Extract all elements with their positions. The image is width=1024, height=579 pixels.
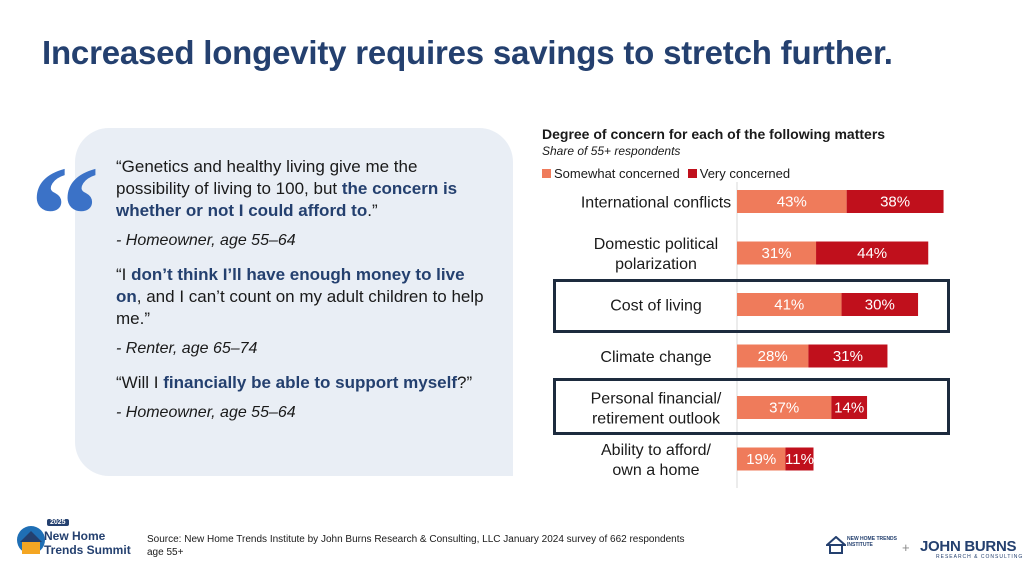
quote-segment: “I xyxy=(116,265,132,284)
house-icon xyxy=(826,536,846,554)
category-label: Ability to afford/ xyxy=(601,442,712,459)
legend-swatch-very xyxy=(687,169,697,178)
bar-segment xyxy=(841,293,919,316)
legend-label-very: Very concerned xyxy=(699,166,791,181)
highlight-box-personal-financial xyxy=(553,378,950,435)
quote-highlight: the concern is whether or not I could af… xyxy=(116,179,458,220)
john-burns-logo: JOHN BURNS xyxy=(920,538,1017,555)
bar-segment xyxy=(737,241,817,265)
quote-segment: “Genetics and healthy living give me the… xyxy=(116,157,418,198)
quote-text: “I don’t think I’ll have enough money to… xyxy=(116,264,491,330)
bar-segment xyxy=(737,447,786,471)
quote-highlight: financially be able to support myself xyxy=(163,373,458,392)
highlight-box-cost-of-living xyxy=(553,279,950,333)
bar-segment xyxy=(846,190,944,213)
source-line-1: Source: New Home Trends Institute by Joh… xyxy=(147,534,685,545)
quote-panel xyxy=(75,128,513,476)
bar-segment xyxy=(737,293,842,316)
quotes-list: “Genetics and healthy living give me the… xyxy=(116,156,491,436)
quotation-mark-icon: “ xyxy=(30,138,100,293)
bar-segment xyxy=(737,190,847,213)
category-label: International conflicts xyxy=(581,195,731,212)
chart-legend: Somewhat concerned Very concerned xyxy=(542,166,790,181)
chart-title: Degree of concern for each of the follow… xyxy=(542,126,886,142)
quote-text: “Genetics and healthy living give me the… xyxy=(116,156,491,222)
bar-segment xyxy=(808,344,888,368)
bar-segment xyxy=(816,241,929,265)
category-label: retirement outlook xyxy=(592,411,721,428)
nht-line-2: INSTITUTE xyxy=(847,542,873,548)
quote-segment: “Will I xyxy=(116,373,164,392)
data-label: 30% xyxy=(865,297,895,314)
data-label: 43% xyxy=(777,194,807,211)
nht-line-1: NEW HOME TRENDS xyxy=(847,536,897,542)
data-label: 19% xyxy=(746,451,776,468)
data-label: 28% xyxy=(758,348,788,365)
data-label: 44% xyxy=(857,245,887,262)
quote-segment: .” xyxy=(367,201,378,220)
bar-segment xyxy=(737,396,832,419)
data-label: 31% xyxy=(833,348,863,365)
data-label: 38% xyxy=(880,194,910,211)
bar-segment xyxy=(831,396,868,419)
john-burns-tagline: RESEARCH & CONSULTING xyxy=(936,554,1024,560)
quote-segment: ?” xyxy=(457,373,473,392)
data-label: 14% xyxy=(834,400,864,417)
chart-subtitle: Share of 55+ respondents xyxy=(542,144,681,158)
legend-item-very: Very concerned xyxy=(687,166,791,181)
bar-segment xyxy=(737,344,809,368)
legend-item-somewhat: Somewhat concerned xyxy=(542,166,680,181)
bar-segment xyxy=(785,447,814,471)
summit-line-1: New Home xyxy=(44,529,106,543)
page-title: Increased longevity requires savings to … xyxy=(42,34,893,71)
summit-name: New Home Trends Summit xyxy=(44,529,131,557)
category-label: Climate change xyxy=(600,349,711,366)
legend-swatch-somewhat xyxy=(542,169,551,178)
summit-line-2: Trends Summit xyxy=(44,543,131,557)
data-label: 37% xyxy=(769,400,799,417)
category-label: Personal financial/ xyxy=(591,391,722,408)
quote-attribution: - Renter, age 65–74 xyxy=(116,340,258,357)
quote-attribution: - Homeowner, age 55–64 xyxy=(116,232,296,249)
source-note: Source: New Home Trends Institute by Joh… xyxy=(147,533,747,559)
summit-logo xyxy=(14,518,144,568)
data-label: 31% xyxy=(762,245,792,262)
category-label: Cost of living xyxy=(610,298,702,315)
category-label: own a home xyxy=(612,462,699,479)
source-line-2: age 55+ xyxy=(147,547,184,558)
category-label: Domestic political xyxy=(594,236,718,253)
plus-sign: + xyxy=(902,540,910,555)
data-label: 11% xyxy=(785,451,814,468)
category-label: polarization xyxy=(615,256,697,273)
quote-text: “Will I financially be able to support m… xyxy=(116,372,491,394)
quote-segment: , and I can’t count on my adult children… xyxy=(116,287,484,328)
quote-attribution: - Homeowner, age 55–64 xyxy=(116,404,296,421)
nht-logo-text: NEW HOME TRENDS INSTITUTE xyxy=(847,536,897,548)
legend-label-somewhat: Somewhat concerned xyxy=(554,166,680,181)
summit-year-badge: 2025 xyxy=(47,519,69,526)
quote-highlight: don’t think I’ll have enough money to li… xyxy=(116,265,465,306)
data-label: 41% xyxy=(774,297,804,314)
